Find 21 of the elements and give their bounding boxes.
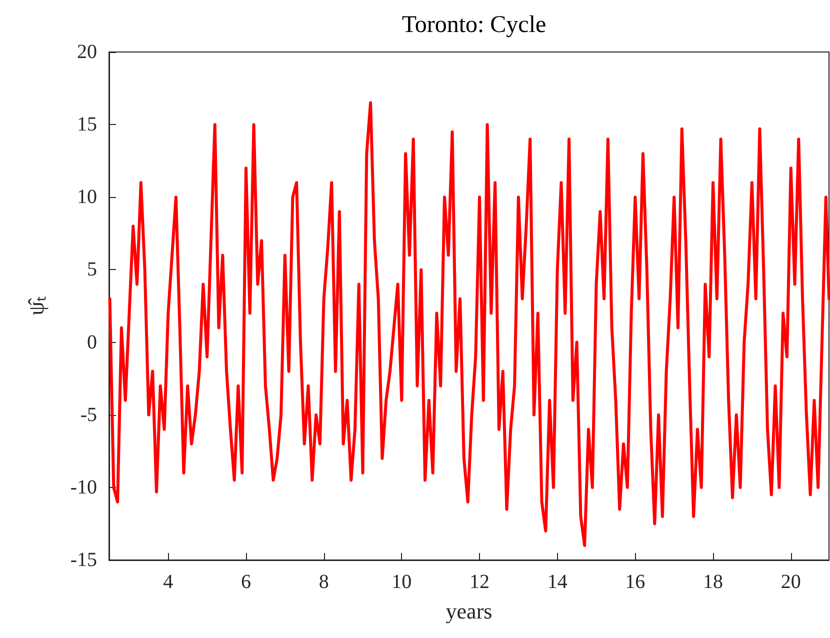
- x-tick-label: 16: [625, 571, 646, 593]
- x-axis-title: years: [446, 598, 492, 624]
- x-tick-label: 12: [470, 571, 490, 593]
- x-tick-label: 8: [318, 571, 329, 593]
- y-axis-title: ψ̂ₜ: [24, 296, 48, 316]
- y-tick-label: 15: [77, 114, 97, 136]
- y-tick-label: 5: [87, 258, 97, 281]
- x-tick-label: 14: [547, 571, 568, 593]
- y-tick-label: 0: [87, 331, 97, 354]
- line-series: [108, 101, 830, 547]
- x-tick-label: 18: [703, 571, 724, 593]
- x-tick-label: 20: [780, 571, 801, 593]
- x-tick-label: 4: [163, 571, 174, 593]
- y-tick-label: 10: [77, 186, 97, 208]
- y-tick-label: -10: [70, 476, 97, 498]
- y-tick-label: -15: [70, 549, 97, 571]
- chart-title: Toronto: Cycle: [402, 12, 546, 38]
- y-tick-label: -5: [80, 404, 97, 426]
- y-tick-label: 20: [77, 41, 97, 63]
- x-tick-label: 10: [392, 571, 412, 593]
- x-tick-label: 6: [240, 571, 251, 593]
